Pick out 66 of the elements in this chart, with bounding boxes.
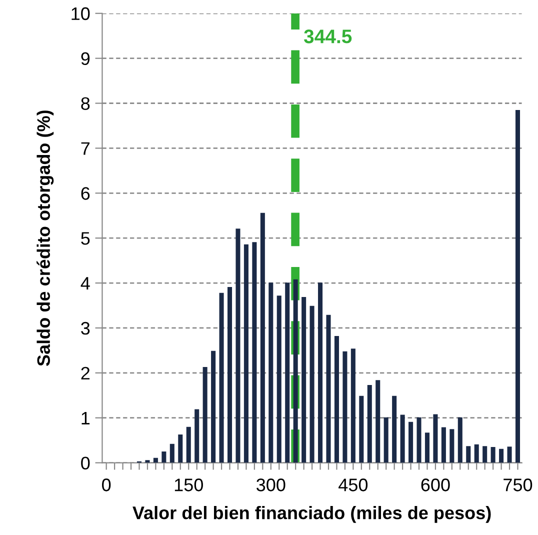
bar	[384, 417, 388, 463]
bar	[293, 279, 298, 463]
bar	[367, 385, 372, 463]
bar	[499, 448, 504, 463]
bar	[441, 427, 446, 463]
bar	[170, 444, 174, 463]
bar	[408, 422, 414, 463]
bar	[433, 414, 438, 463]
bar	[194, 409, 200, 463]
bar	[515, 110, 520, 463]
x-tick-label: 750	[504, 478, 532, 492]
ref-line-label: 344.5	[304, 30, 352, 44]
bar	[400, 414, 405, 463]
bar	[326, 314, 331, 463]
x-tick-label: 150	[174, 478, 203, 492]
y-tick-label: 9	[81, 52, 90, 66]
bar	[342, 351, 348, 463]
y-tick-label: 0	[81, 456, 90, 470]
y-tick-label: 1	[82, 412, 90, 424]
bar	[424, 432, 430, 463]
bar	[507, 446, 512, 463]
bar	[350, 348, 356, 463]
x-tick-label: 600	[421, 478, 450, 492]
bar	[376, 380, 380, 463]
bar	[392, 396, 397, 463]
x-tick-label: 450	[338, 478, 368, 492]
bar	[302, 296, 306, 463]
x-tick-label: 0	[102, 478, 111, 492]
bar	[458, 417, 462, 463]
bar	[482, 446, 488, 463]
y-tick-label: 8	[81, 97, 90, 110]
bar	[162, 452, 166, 463]
x-axis-title: Valor del bien financiado (miles de pesos)	[132, 506, 491, 523]
y-tick-label: 6	[81, 187, 90, 200]
bar	[178, 434, 183, 463]
y-axis-title: Saldo de crédito otorgado (%)	[36, 110, 54, 366]
bar	[236, 228, 240, 463]
bar	[219, 292, 224, 463]
bar	[211, 350, 216, 463]
y-tick-label: 10	[72, 7, 90, 20]
x-tick-label: 300	[256, 478, 286, 492]
bar	[334, 336, 339, 463]
bar	[466, 446, 471, 463]
bar	[310, 306, 314, 463]
bar	[268, 282, 274, 463]
bar	[474, 444, 479, 463]
bar	[244, 244, 248, 463]
bar	[186, 426, 191, 463]
bar	[260, 212, 265, 463]
y-tick-label: 5	[81, 232, 90, 245]
bar	[285, 282, 290, 463]
bar	[227, 287, 232, 463]
y-tick-label: 2	[81, 366, 90, 380]
y-tick-label: 3	[81, 322, 90, 335]
bar	[153, 458, 158, 463]
bar	[145, 460, 150, 463]
bar	[252, 242, 257, 463]
y-tick-label: 7	[81, 142, 90, 155]
y-tick-label: 4	[80, 277, 90, 290]
bar	[202, 367, 208, 463]
bar	[359, 396, 364, 463]
bar	[276, 296, 282, 463]
bar	[450, 429, 454, 463]
bar	[416, 417, 422, 463]
bar	[318, 282, 323, 463]
bar	[490, 447, 496, 463]
